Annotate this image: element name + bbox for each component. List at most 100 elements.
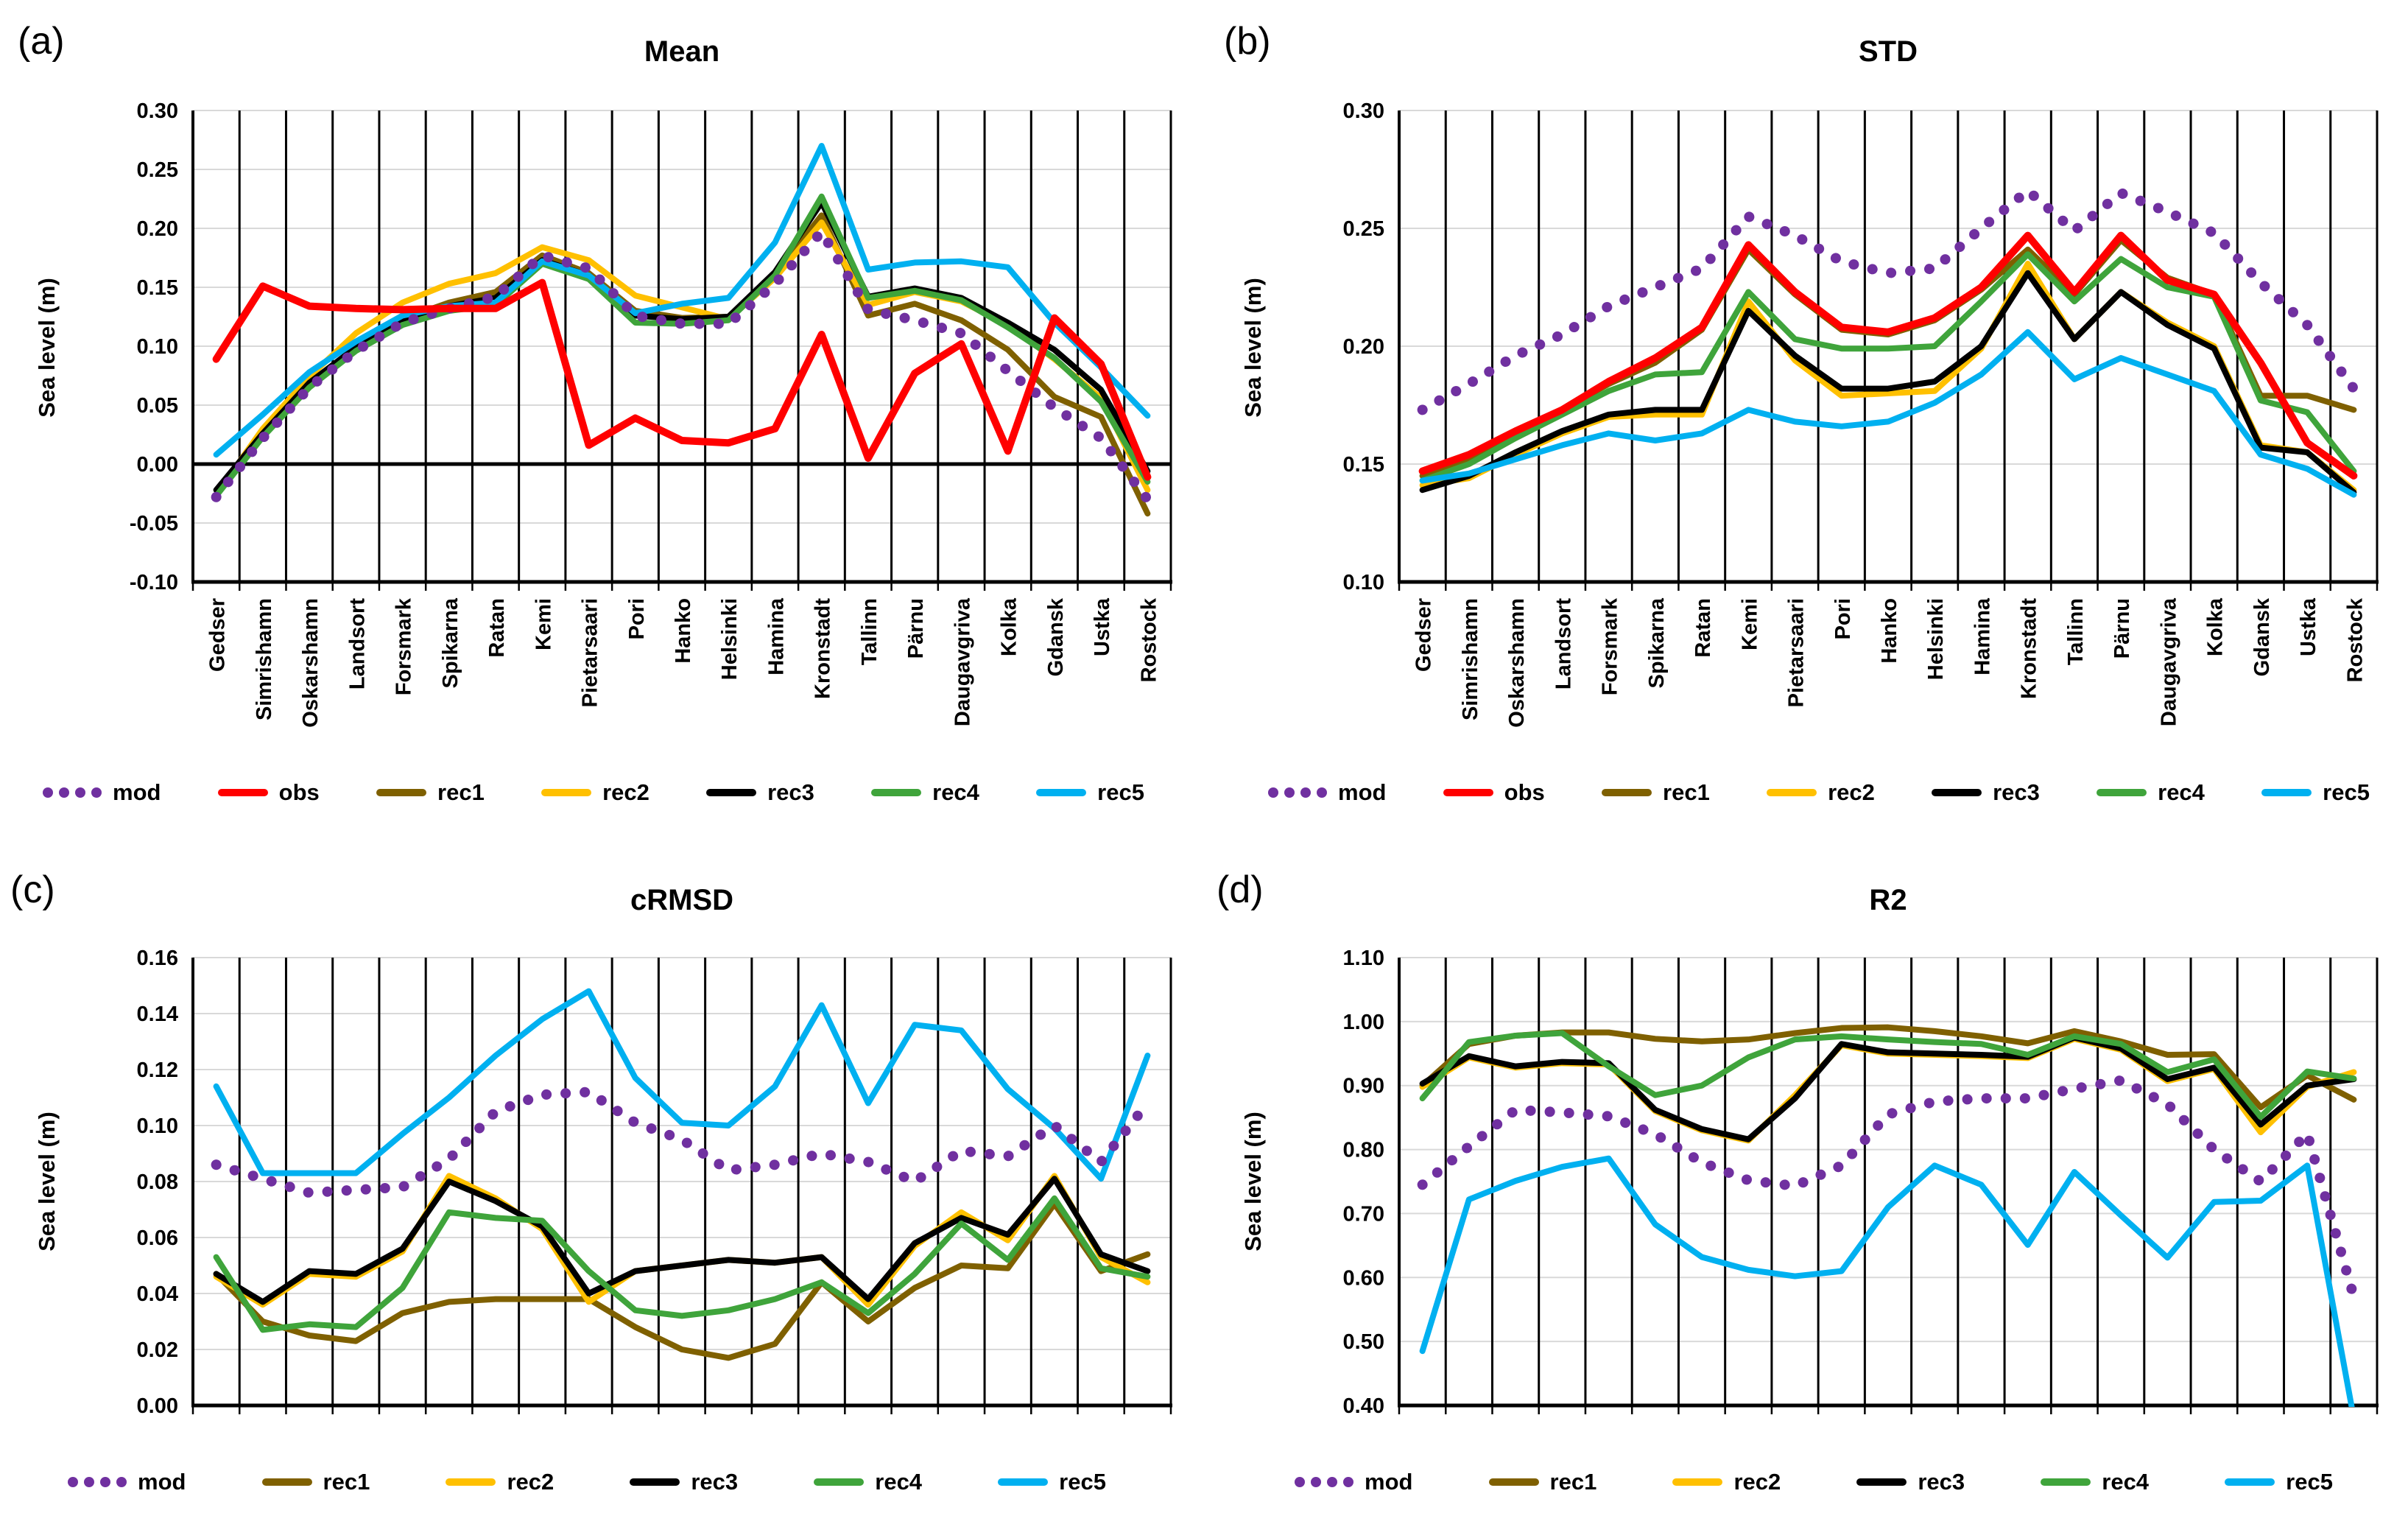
legend-line-icon [1443,789,1493,796]
panel-b-series-rec4 [1419,251,2357,484]
legend-dot-icon [100,1477,110,1487]
panel-b-station-label: Forsmark [1599,597,1622,695]
panel-b-y-tick-label: 0.30 [1343,99,1384,123]
legend-d-entry-rec2: rec2 [1672,1469,1781,1495]
panel-d-plot: 0.40 0.50 0.60 0.70 0.80 0.90 1.00 1.10 [1343,947,2379,1418]
panel-b-yaxis-label: Sea level (m) [1240,278,1266,418]
panel-d-y-tick-label: 1.10 [1343,947,1384,970]
legend-dotted-line-icon [43,787,102,798]
legend-line-icon [1856,1478,1907,1486]
legend-dot-icon [1343,1477,1353,1487]
legend-line-icon [706,789,757,796]
panel-b-station-label: Spikarna [1645,597,1669,688]
legend-d-label-rec4: rec4 [2102,1469,2150,1495]
legend-line-icon [2261,789,2312,796]
panel-b-station-label: Hanko [1878,598,1901,664]
legend-b-entry-rec4: rec4 [2097,779,2205,806]
panel-a-station-label: Helsinki [718,598,742,680]
panel-c-series-rec5 [213,988,1151,1182]
panel-c-y-tick-label: 0.04 [137,1282,178,1306]
legend-c-entry-rec5: rec5 [998,1469,1106,1495]
panel-a-station-label: Rostock [1137,597,1161,682]
legend-d-label-rec5: rec5 [2286,1469,2333,1495]
legend-a-label-mod: mod [113,779,161,805]
panel-d-y-tick-label: 0.90 [1343,1075,1384,1098]
panel-a-y-tick-label: 0.05 [137,394,178,418]
panel-a-series-rec5 [213,143,1151,458]
legend-line-icon [2225,1478,2275,1486]
panel-d-y-tick-label: 1.00 [1343,1011,1384,1034]
panel-a-series-mod [211,226,1153,505]
panel-d-y-tick-label: 0.80 [1343,1139,1384,1162]
panel-d-y-tick-label: 0.70 [1343,1202,1384,1226]
panel-d-y-tick-label: 0.60 [1343,1266,1384,1290]
legend-a-entry-obs: obs [217,779,320,806]
panel-d-yaxis-label: Sea level (m) [1240,1112,1266,1252]
panel-b-station-label: Ustka [2297,597,2320,656]
panel-b-station-label: Pärnu [2110,598,2134,659]
legend-dot-icon [1284,787,1295,798]
panel-a-station-label: Pori [625,598,649,639]
legend-d-label-mod: mod [1365,1469,1413,1495]
panel-c-plot: 0.00 0.02 0.04 0.06 0.08 0.10 0.12 0.14 0.16 [137,947,1172,1418]
panel-b-series-rec3 [1419,270,2357,496]
legend-b-label-obs: obs [1504,779,1545,805]
legend-c-label-rec2: rec2 [507,1469,555,1495]
legend-a-label-rec2: rec2 [602,779,649,805]
panel-b-station-label: Gedser [1412,598,1436,672]
panel-b-corner-label: (b) [1224,20,1271,63]
legend-c-entry-rec2: rec2 [446,1469,554,1495]
legend-d-entry-rec4: rec4 [2041,1469,2149,1495]
legend-panel-d: mod rec1 rec2 rec3 rec4 rec5 [1295,1461,2333,1503]
panel-b-title: STD [1859,35,1918,68]
legend-c-label-rec3: rec3 [691,1469,739,1495]
panel-a-series-obs [212,278,1152,481]
panel-a-y-tick-label: 0.15 [137,276,178,300]
panel-b-plot: 0.10 0.15 0.20 0.25 0.30 Gedser Simrishamn Oska… [1343,99,2379,728]
panel-a-station-label: Tallinn [858,598,881,665]
panel-b-series-group [1417,185,2359,498]
panel-a-station-label: Hamina [764,597,788,675]
legend-dotted-line-icon [1295,1477,1353,1487]
legend-d-entry-rec5: rec5 [2225,1469,2333,1495]
panel-c-y-tick-label: 0.06 [137,1226,178,1250]
legend-a-label-rec5: rec5 [1097,779,1144,805]
legend-line-icon [261,1478,312,1486]
legend-a-label-rec1: rec1 [437,779,485,805]
legend-c-entry-rec4: rec4 [814,1469,922,1495]
legend-b-label-rec2: rec2 [1828,779,1875,805]
legend-line-icon [871,789,922,796]
panel-a-y-tick-label: 0.30 [137,99,178,123]
panel-a-y-tick-label: -0.05 [130,512,178,536]
panel-b-station-label: Gdansk [2250,597,2274,676]
panel-a-station-label: Simrishamn [253,598,276,720]
legend-dot-icon [116,1477,127,1487]
legend-c-label-rec1: rec1 [323,1469,370,1495]
legend-b-entry-rec1: rec1 [1602,779,1710,806]
legend-a-label-obs: obs [278,779,320,805]
legend-d-entry-rec1: rec1 [1488,1469,1596,1495]
panel-d-series-rec1 [1419,1024,2357,1111]
panel-a-station-label: Gedser [206,598,230,672]
legend-a-label-rec4: rec4 [932,779,979,805]
legend-a-entry-rec1: rec1 [376,779,485,806]
legend-a-entry-rec5: rec5 [1036,779,1144,806]
panel-a-y-tick-label: 0.20 [137,217,178,241]
panel-d-series-group [1417,1024,2359,1407]
panel-c-series-rec2 [213,1173,1151,1308]
legend-d-label-rec3: rec3 [1918,1469,1965,1495]
panel-c-y-tick-label: 0.12 [137,1059,178,1082]
panel-d-corner-label: (d) [1217,868,1264,911]
panel-d-title: R2 [1869,884,1907,916]
panel-a-station-label: Kronstadt [812,598,835,699]
panel-b-station-label: Oskarshamn [1505,598,1529,728]
legend-dot-icon [1300,787,1311,798]
panel-a-station-label: Forsmark [392,597,416,695]
panel-a-station-label: Landsort [345,598,369,689]
legend-dotted-line-icon [68,1477,127,1487]
legend-line-icon [814,1478,865,1486]
legend-dot-icon [75,787,85,798]
panel-c-series-rec1 [213,1201,1151,1361]
panel-c-y-tick-label: 0.16 [137,947,178,970]
